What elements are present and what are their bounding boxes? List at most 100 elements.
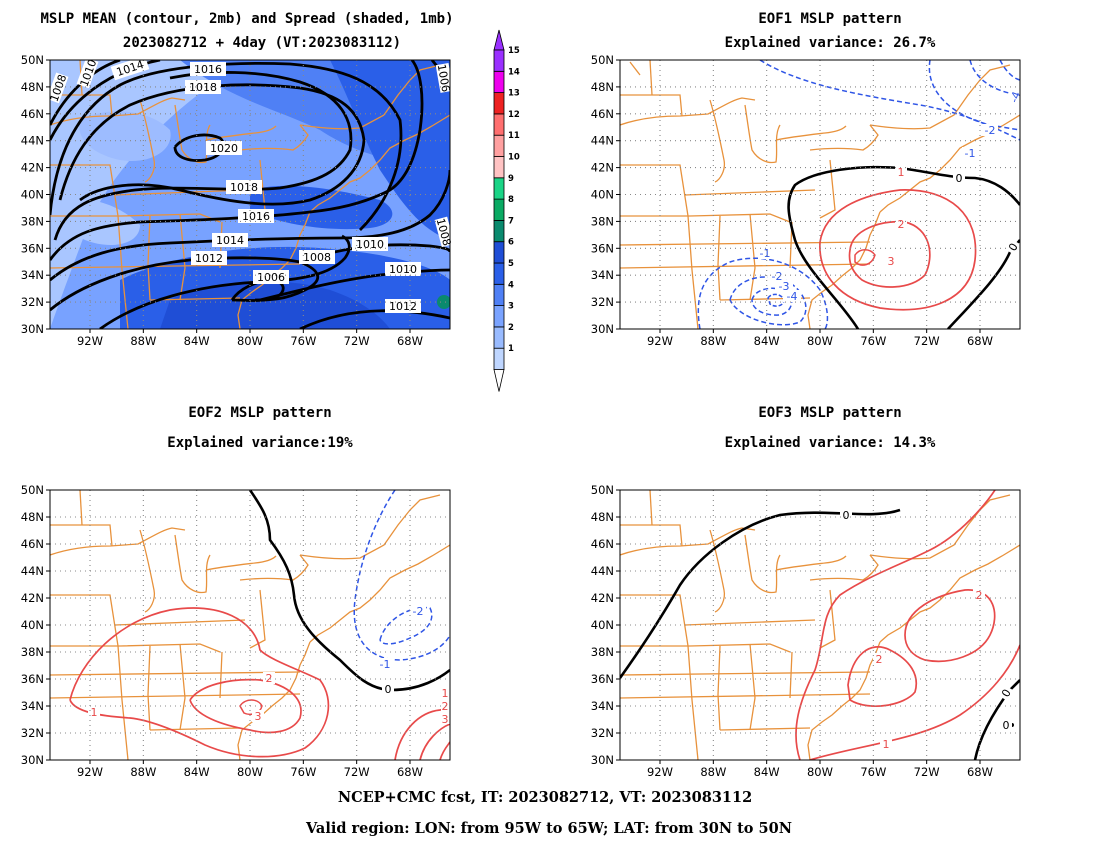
colorbar-label: 11 (508, 131, 520, 141)
x-tick-label: 84W (754, 334, 780, 348)
eof1-contour-labels: 0 1 2 3 -1 -2 -3 -4 -1 -2 0 -4 (758, 86, 1024, 303)
y-tick-label: 50N (591, 483, 614, 497)
x-tick-label: 76W (860, 334, 886, 348)
y-tick-label: 30N (591, 753, 614, 767)
footer-line-2: Valid region: LON: from 95W to 65W; LAT:… (305, 820, 792, 837)
colorbar-label: 1 (508, 344, 514, 354)
colorbar-label: 15 (508, 46, 520, 56)
colorbar-swatch (493, 156, 505, 179)
y-tick-label: 36N (21, 241, 44, 255)
eof2-axis-ticks: 92W 88W 84W 80W 76W 72W 68W 30N 32N 34N 36N 38N 40N 4… (21, 483, 423, 779)
panel-mean-title-1: MSLP MEAN (contour, 2mb) and Spread (sha… (40, 11, 453, 27)
y-tick-label: 48N (591, 510, 614, 524)
eof1-grid (620, 60, 1020, 329)
colorbar-label: 10 (508, 153, 520, 163)
contour-label: 1 (898, 166, 905, 179)
colorbar-min-arrow (493, 369, 505, 392)
colorbar-label: 4 (508, 280, 514, 290)
y-tick-label: 44N (591, 134, 614, 148)
x-tick-label: 84W (184, 765, 210, 779)
eof2-contour-labels: 0 -1 -2 2 3 1 1 2 3 (88, 605, 450, 726)
y-tick-label: 38N (591, 645, 614, 659)
panel-eof1: 0 1 2 3 -1 -2 -3 -4 -1 -2 0 -4 92W 88W 84W… (591, 53, 1024, 348)
colorbar-swatch (493, 70, 505, 94)
eof3-contour-labels: 0 2 2 1 0 0 (840, 509, 1015, 751)
x-tick-label: 68W (967, 334, 993, 348)
panel-eof2: 0 -1 -2 2 3 1 1 2 3 92W 88W 84W 80W 76W 72W 68… (21, 483, 451, 779)
y-tick-label: 30N (21, 753, 44, 767)
x-tick-label: 72W (344, 765, 370, 779)
contour-label: 1018 (230, 181, 258, 194)
y-tick-label: 32N (21, 295, 44, 309)
colorbar-max-arrow (493, 29, 505, 51)
y-tick-label: 42N (21, 161, 44, 175)
y-tick-label: 38N (591, 214, 614, 228)
contour-label: 1018 (189, 81, 217, 94)
x-tick-label: 80W (237, 765, 263, 779)
y-tick-label: 40N (21, 618, 44, 632)
eof1-contours (697, 60, 1020, 329)
contour-label: -2 (413, 605, 424, 618)
contour-label: -1 (760, 247, 771, 260)
y-tick-label: 50N (21, 483, 44, 497)
x-tick-label: 68W (397, 765, 423, 779)
x-tick-label: 72W (344, 334, 370, 348)
x-tick-label: 80W (807, 334, 833, 348)
contour-label: 1 (442, 687, 449, 700)
contour-label: 1010 (356, 238, 384, 251)
x-tick-label: 68W (967, 765, 993, 779)
panel-mean-spread: 1016 1018 1020 1018 1016 1014 1012 1008 … (21, 53, 455, 348)
colorbar-swatch (493, 113, 505, 136)
contour-label: 2 (976, 589, 983, 602)
panel-eof3: 0 2 2 1 0 0 92W 88W 84W 80W 76W 72W 68W 30N 32N 3… (591, 483, 1021, 779)
contour-label: -4 (1007, 90, 1023, 105)
y-tick-label: 46N (21, 537, 44, 551)
y-tick-label: 48N (591, 80, 614, 94)
contour-label: 1 (883, 738, 890, 751)
y-tick-label: 46N (591, 107, 614, 121)
eof1-axis-ticks: 92W 88W 84W 80W 76W 72W 68W 30N 32N 34N 36N 38N 40N 4… (591, 53, 993, 348)
y-tick-label: 46N (21, 107, 44, 121)
contour-label: 2 (876, 653, 883, 666)
y-tick-label: 46N (591, 537, 614, 551)
y-tick-label: 38N (21, 645, 44, 659)
contour-label: 0 (1003, 719, 1010, 732)
contour-label: 1 (91, 706, 98, 719)
colorbar-label: 9 (508, 174, 514, 184)
mean-grid (50, 60, 450, 329)
colorbar-label: 14 (508, 67, 520, 77)
y-tick-label: 32N (591, 295, 614, 309)
x-tick-label: 80W (807, 765, 833, 779)
contour-label: 1012 (195, 252, 223, 265)
contour-label: 2 (898, 218, 905, 231)
y-tick-label: 30N (591, 322, 614, 336)
contour-label: 0 (385, 683, 392, 696)
y-tick-label: 42N (21, 591, 44, 605)
mean-axis-ticks: 92W 88W 84W 80W 76W 72W 68W 30N 32N 34N 36N 38N 40N 4… (21, 53, 423, 348)
colorbar-label: 13 (508, 89, 520, 99)
x-tick-label: 76W (290, 765, 316, 779)
y-tick-label: 50N (591, 53, 614, 67)
panel-eof1-title-2: Explained variance: 26.7% (725, 35, 936, 51)
colorbar-swatch (493, 49, 505, 72)
y-tick-label: 40N (591, 188, 614, 202)
panel-mean-title-2: 2023082712 + 4day (VT:2023083112) (123, 35, 401, 51)
colorbar-swatch (493, 177, 505, 200)
colorbar-swatch (493, 283, 505, 306)
y-tick-label: 40N (21, 188, 44, 202)
x-tick-label: 72W (914, 334, 940, 348)
contour-label: 1016 (194, 63, 222, 76)
colorbar-swatch (493, 326, 505, 349)
y-tick-label: 40N (591, 618, 614, 632)
contour-label: 3 (888, 255, 895, 268)
eof3-grid (620, 490, 1020, 760)
panel-eof3-title-1: EOF3 MSLP pattern (758, 405, 901, 421)
y-tick-label: 36N (591, 241, 614, 255)
y-tick-label: 48N (21, 80, 44, 94)
contour-label: -2 (772, 270, 783, 283)
y-tick-label: 48N (21, 510, 44, 524)
colorbar-swatch (493, 347, 505, 370)
eof2-grid (50, 490, 450, 760)
colorbar-swatch (493, 241, 505, 264)
